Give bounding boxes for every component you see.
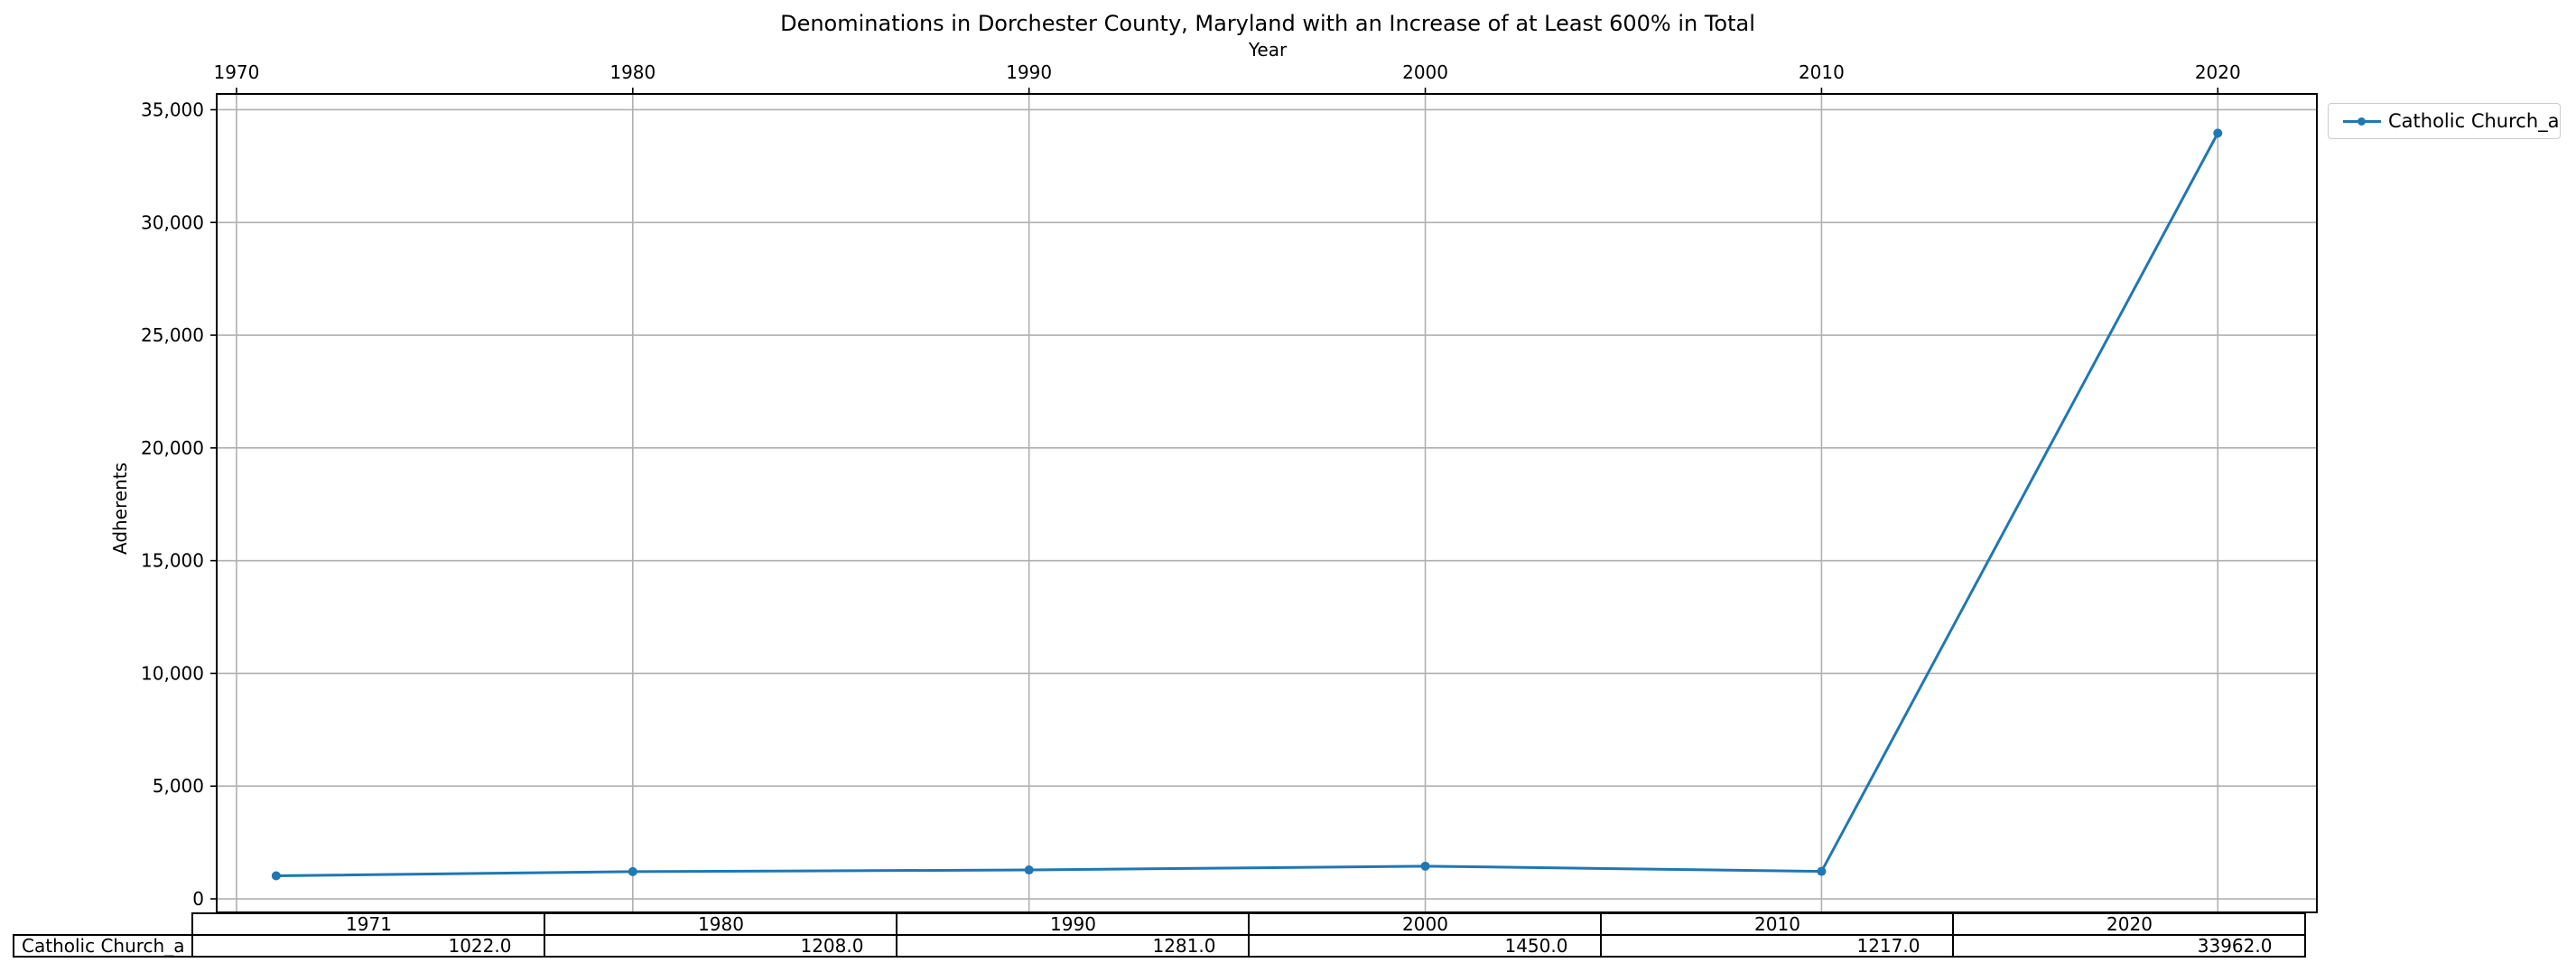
y-tick-label: 30,000: [141, 211, 204, 233]
x-tick-label: 1970: [213, 61, 259, 83]
axis-ticks: 1970 1980 1990 2000 2010 2020 0 5,000 10,000 15,0…: [141, 61, 2241, 910]
y-axis-label: Adherents: [109, 463, 131, 555]
table-header-row: 1971 1980 1990 2000 2010 2020: [14, 912, 2307, 936]
x-tick-label: 1980: [609, 61, 656, 83]
table-col-header: 1980: [544, 912, 898, 936]
y-tick-label: 35,000: [141, 98, 204, 120]
table-cell: 1217.0: [1600, 934, 1955, 958]
x-tick-label: 2000: [1402, 61, 1448, 83]
x-tick-label: 1990: [1006, 61, 1052, 83]
table-cell: 1208.0: [544, 934, 898, 958]
data-point: [1420, 861, 1430, 871]
legend: Catholic Church_a: [2328, 103, 2561, 139]
grid: [217, 94, 2317, 912]
data-point: [271, 871, 281, 881]
table-cell: 1450.0: [1248, 934, 1603, 958]
table-col-header: 2000: [1248, 912, 1603, 936]
data-point: [1024, 865, 1034, 875]
table-cell: 33962.0: [1952, 934, 2307, 958]
data-point: [1817, 866, 1827, 876]
legend-marker-swatch: [2357, 117, 2366, 126]
y-tick-label: 0: [192, 888, 204, 910]
x-tick-label: 2010: [1799, 61, 1845, 83]
plot-area: [216, 93, 2318, 913]
table-col-header: 1971: [191, 912, 546, 936]
series-line: [275, 132, 2219, 878]
y-tick-label: 5,000: [153, 775, 204, 797]
table-row: Catholic Church_a 1022.0 1208.0 1281.0 1…: [12, 934, 2307, 958]
y-tick-label: 20,000: [141, 437, 204, 459]
x-axis-label: Year: [1248, 39, 1288, 61]
table-col-header: 2010: [1600, 912, 1955, 936]
table-cell: 1022.0: [191, 934, 546, 958]
chart-title: Denominations in Dorchester County, Mary…: [780, 11, 1755, 36]
data-point: [628, 866, 637, 876]
y-tick-label: 15,000: [141, 550, 204, 572]
legend-label: Catholic Church_a: [2388, 110, 2560, 132]
table-corner: [14, 913, 192, 935]
table-col-header: 1990: [896, 912, 1251, 936]
y-tick-label: 10,000: [141, 662, 204, 684]
data-table: 1971 1980 1990 2000 2010 2020 Catholic C…: [12, 912, 2307, 958]
x-tick-label: 2020: [2195, 61, 2241, 83]
y-tick-label: 25,000: [141, 324, 204, 346]
table-cell: 1281.0: [896, 934, 1251, 958]
data-point: [2213, 128, 2223, 138]
series-layer: [271, 128, 2223, 881]
table-row-header: Catholic Church_a: [12, 934, 194, 958]
table-col-header: 2020: [1952, 912, 2307, 936]
